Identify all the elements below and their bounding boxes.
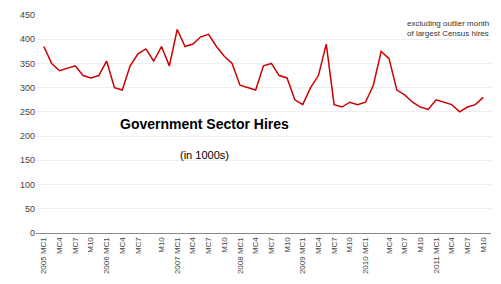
- svg-text:MC4: MC4: [189, 237, 198, 254]
- svg-text:2007 MC1: 2007 MC1: [173, 237, 182, 274]
- svg-text:200: 200: [20, 131, 35, 141]
- svg-text:2009 MC1: 2009 MC1: [298, 237, 307, 274]
- svg-text:0: 0: [30, 228, 35, 238]
- svg-text:MC7: MC7: [204, 237, 213, 254]
- svg-text:MC7: MC7: [267, 237, 276, 254]
- svg-text:excluding outlier monthof larg: excluding outlier monthof largest Census…: [407, 19, 489, 38]
- svg-text:MC4: MC4: [447, 237, 456, 254]
- svg-text:MC4: MC4: [385, 237, 394, 254]
- svg-text:2006 MC1: 2006 MC1: [102, 237, 111, 274]
- svg-text:50: 50: [25, 204, 35, 214]
- svg-text:M10: M10: [87, 237, 96, 253]
- svg-text:MC7: MC7: [71, 237, 80, 254]
- svg-text:2011 MC1: 2011 MC1: [432, 237, 441, 274]
- svg-text:MC7: MC7: [400, 237, 409, 254]
- svg-text:MC4: MC4: [314, 237, 323, 254]
- svg-text:MC7: MC7: [134, 237, 143, 254]
- svg-text:MC7: MC7: [463, 237, 472, 254]
- svg-text:M10: M10: [220, 237, 229, 253]
- svg-text:MC7: MC7: [330, 237, 339, 254]
- svg-text:MC4: MC4: [251, 237, 260, 254]
- svg-text:M10: M10: [345, 237, 354, 253]
- svg-text:Government Sector Hires: Government Sector Hires: [120, 116, 289, 132]
- svg-text:2008 MC1: 2008 MC1: [236, 237, 245, 274]
- svg-text:100: 100: [20, 180, 35, 190]
- svg-text:250: 250: [20, 107, 35, 117]
- svg-text:M10: M10: [157, 237, 166, 253]
- svg-text:MC4: MC4: [55, 237, 64, 254]
- svg-text:150: 150: [20, 155, 35, 165]
- svg-text:MC4: MC4: [118, 237, 127, 254]
- svg-text:M10: M10: [416, 237, 425, 253]
- svg-text:M10: M10: [479, 237, 488, 253]
- svg-text:300: 300: [20, 83, 35, 93]
- svg-text:400: 400: [20, 34, 35, 44]
- svg-text:(in 1000s): (in 1000s): [180, 149, 229, 161]
- svg-text:450: 450: [20, 10, 35, 20]
- svg-text:2005 MC1: 2005 MC1: [39, 237, 48, 274]
- svg-text:2010 MC1: 2010 MC1: [361, 237, 370, 274]
- svg-text:M10: M10: [283, 237, 292, 253]
- svg-text:350: 350: [20, 59, 35, 69]
